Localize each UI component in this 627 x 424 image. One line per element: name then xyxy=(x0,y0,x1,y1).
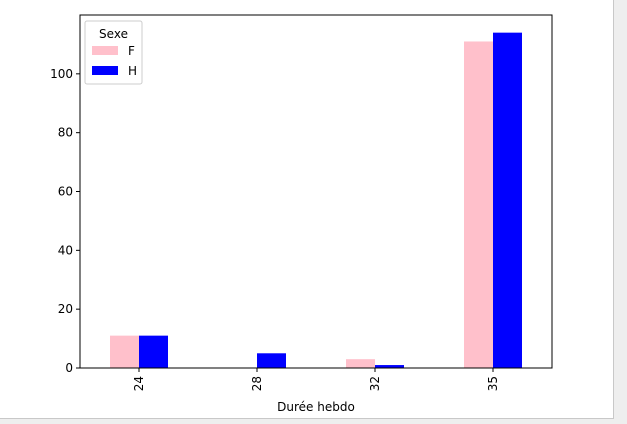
x-tick-label: 28 xyxy=(250,376,264,391)
legend: Sexe FH xyxy=(84,20,143,85)
bottom-gutter xyxy=(0,419,627,424)
y-tick-label: 100 xyxy=(50,67,73,81)
y-tick-label: 80 xyxy=(58,126,73,140)
y-axis-ticks: 0 20 40 60 80 100 xyxy=(50,67,80,375)
x-tick-label: 24 xyxy=(132,376,146,391)
legend-title: Sexe xyxy=(99,27,128,41)
bar-f-32 xyxy=(346,359,375,368)
bar-h-28 xyxy=(257,353,286,368)
y-tick-label: 0 xyxy=(65,361,73,375)
legend-label-h: H xyxy=(128,64,137,78)
plot-frame xyxy=(79,14,553,369)
x-axis-label: Durée hebdo xyxy=(277,400,355,414)
right-gutter xyxy=(614,0,627,424)
y-tick-label: 40 xyxy=(58,243,73,257)
bar-h-35 xyxy=(493,32,522,369)
bar-h-24 xyxy=(139,335,168,368)
x-tick-label: 35 xyxy=(486,376,500,391)
x-tick-label: 32 xyxy=(368,376,382,391)
legend-swatch-f xyxy=(92,46,118,55)
y-tick-label: 20 xyxy=(58,302,73,316)
legend-swatch-h xyxy=(92,66,118,75)
legend-items: FH xyxy=(92,44,137,78)
bar-f-24 xyxy=(110,335,139,368)
legend-label-f: F xyxy=(128,44,135,58)
bars-group xyxy=(110,32,522,369)
bar-f-35 xyxy=(464,41,493,368)
y-tick-label: 60 xyxy=(58,185,73,199)
bar-h-32 xyxy=(375,365,404,368)
x-axis-ticks: 24 28 32 35 xyxy=(132,368,500,391)
